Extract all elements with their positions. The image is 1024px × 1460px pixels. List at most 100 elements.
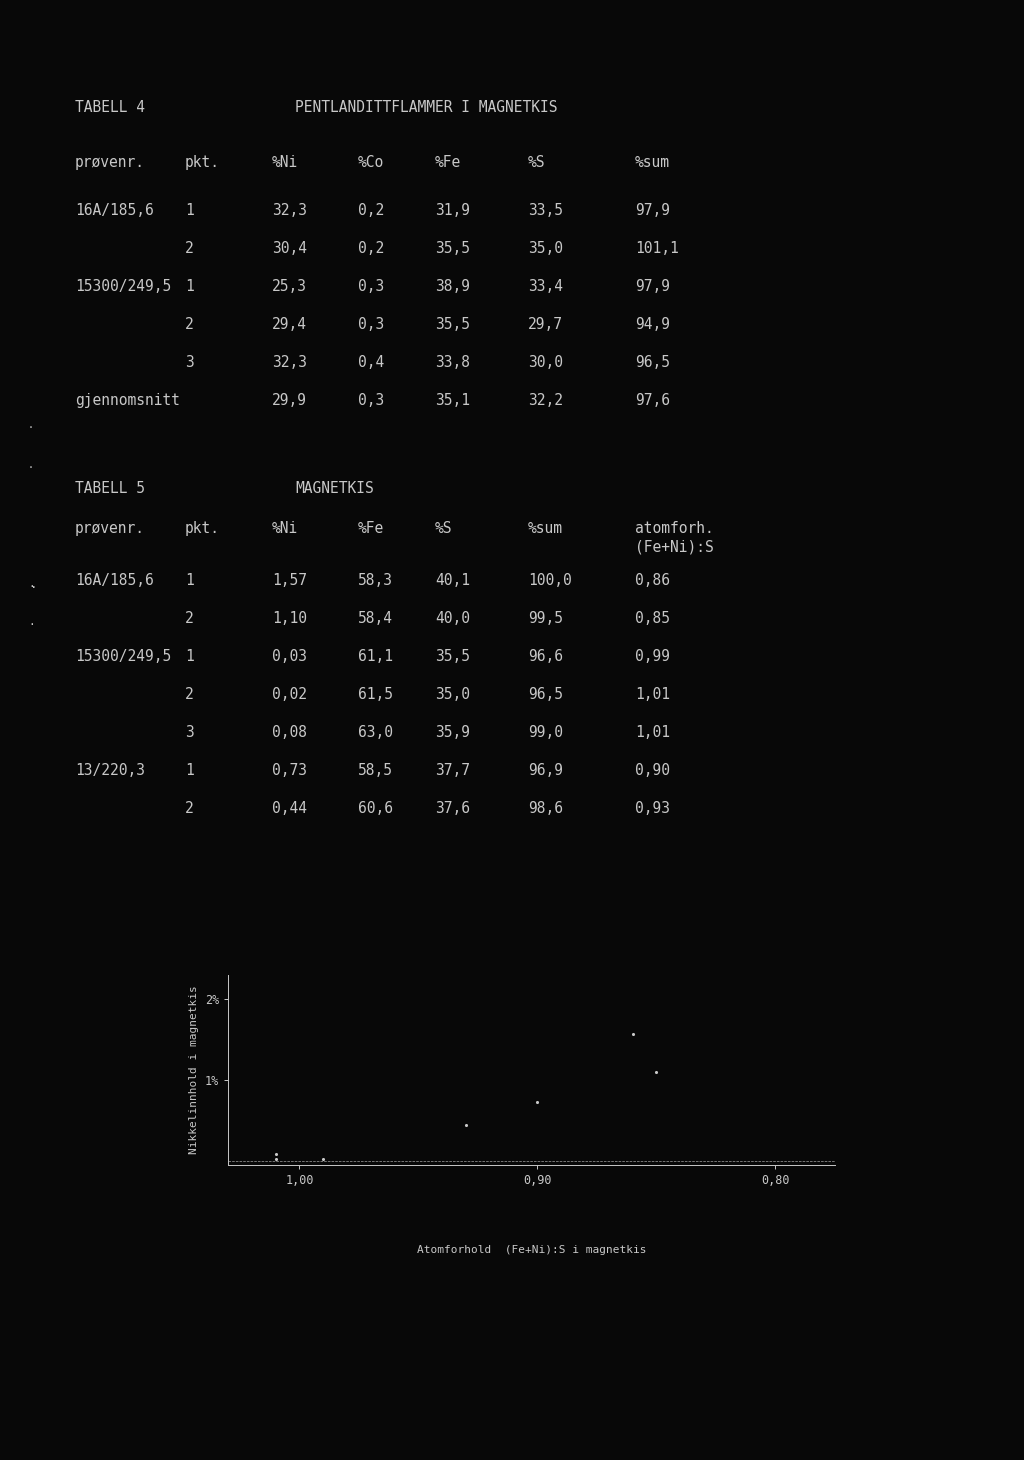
Text: 30,4: 30,4	[272, 241, 307, 255]
Text: 98,6: 98,6	[528, 802, 563, 816]
Text: 60,6: 60,6	[358, 802, 393, 816]
Text: 2: 2	[185, 610, 194, 626]
Text: 32,2: 32,2	[528, 393, 563, 407]
Text: 33,8: 33,8	[435, 355, 470, 369]
Text: 1: 1	[185, 650, 194, 664]
Text: 96,5: 96,5	[635, 355, 670, 369]
Text: 1: 1	[185, 203, 194, 218]
Text: 94,9: 94,9	[635, 317, 670, 331]
Text: %Ni: %Ni	[272, 521, 298, 536]
Point	[625, 1022, 641, 1045]
Text: 40,0: 40,0	[435, 610, 470, 626]
Text: 100,0: 100,0	[528, 572, 571, 588]
Text: 2: 2	[185, 241, 194, 255]
Text: %Ni: %Ni	[272, 155, 298, 169]
Text: 61,5: 61,5	[358, 688, 393, 702]
Text: %Fe: %Fe	[358, 521, 384, 536]
Text: .: .	[28, 460, 34, 470]
Text: 1,01: 1,01	[635, 726, 670, 740]
Text: 35,5: 35,5	[435, 650, 470, 664]
Text: %Co: %Co	[358, 155, 384, 169]
Point	[934, 1091, 950, 1114]
Text: 35,5: 35,5	[435, 317, 470, 331]
Text: 38,9: 38,9	[435, 279, 470, 293]
Text: 40,1: 40,1	[435, 572, 470, 588]
Text: 32,3: 32,3	[272, 203, 307, 218]
Text: %S: %S	[528, 155, 546, 169]
Text: 101,1: 101,1	[635, 241, 679, 255]
Point	[315, 1148, 332, 1171]
Text: 63,0: 63,0	[358, 726, 393, 740]
Text: 35,0: 35,0	[528, 241, 563, 255]
Text: prøvenr.: prøvenr.	[75, 155, 145, 169]
Text: (Fe+Ni):S: (Fe+Ni):S	[635, 539, 714, 553]
Text: 58,3: 58,3	[358, 572, 393, 588]
Text: 0,85: 0,85	[635, 610, 670, 626]
Text: MAGNETKIS: MAGNETKIS	[295, 480, 374, 496]
Text: 2: 2	[185, 688, 194, 702]
Text: 58,4: 58,4	[358, 610, 393, 626]
Text: TABELL 4: TABELL 4	[75, 99, 145, 115]
Text: 99,0: 99,0	[528, 726, 563, 740]
Text: 0,3: 0,3	[358, 393, 384, 407]
Text: .: .	[28, 580, 35, 588]
Text: 1,01: 1,01	[635, 688, 670, 702]
Text: 35,1: 35,1	[435, 393, 470, 407]
Text: 35,9: 35,9	[435, 726, 470, 740]
Text: 3: 3	[185, 726, 194, 740]
Text: %sum: %sum	[635, 155, 670, 169]
Text: 37,7: 37,7	[435, 764, 470, 778]
Text: PENTLANDITTFLAMMER I MAGNETKIS: PENTLANDITTFLAMMER I MAGNETKIS	[295, 99, 557, 115]
Point	[529, 1091, 546, 1114]
Point	[267, 1143, 284, 1167]
Text: .: .	[28, 618, 35, 626]
Text: 96,6: 96,6	[528, 650, 563, 664]
Text: ·: ·	[30, 581, 38, 594]
Point	[267, 1148, 284, 1171]
Text: 1,57: 1,57	[272, 572, 307, 588]
Y-axis label: Nikkelinnhold i magnetkis: Nikkelinnhold i magnetkis	[189, 986, 199, 1155]
Text: %Fe: %Fe	[435, 155, 461, 169]
Point	[458, 1114, 474, 1137]
Text: 0,03: 0,03	[272, 650, 307, 664]
Text: 0,90: 0,90	[635, 764, 670, 778]
Text: pkt.: pkt.	[185, 155, 220, 169]
Text: 3: 3	[185, 355, 194, 369]
Text: 1: 1	[185, 279, 194, 293]
Text: 0,3: 0,3	[358, 279, 384, 293]
Text: 29,7: 29,7	[528, 317, 563, 331]
Text: 15300/249,5: 15300/249,5	[75, 279, 171, 293]
Text: 96,5: 96,5	[528, 688, 563, 702]
Text: 61,1: 61,1	[358, 650, 393, 664]
Text: atomforh.: atomforh.	[635, 521, 714, 536]
Text: 1,10: 1,10	[272, 610, 307, 626]
Text: gjennomsnitt: gjennomsnitt	[75, 393, 180, 407]
Text: pkt.: pkt.	[185, 521, 220, 536]
Text: 35,0: 35,0	[435, 688, 470, 702]
Text: 0,99: 0,99	[635, 650, 670, 664]
Text: TABELL 5: TABELL 5	[75, 480, 145, 496]
Text: 15300/249,5: 15300/249,5	[75, 650, 171, 664]
Text: 0,08: 0,08	[272, 726, 307, 740]
Text: 0,44: 0,44	[272, 802, 307, 816]
Text: 25,3: 25,3	[272, 279, 307, 293]
Text: 0,2: 0,2	[358, 203, 384, 218]
Text: 0,2: 0,2	[358, 241, 384, 255]
Text: 96,9: 96,9	[528, 764, 563, 778]
Text: 58,5: 58,5	[358, 764, 393, 778]
Text: .: .	[28, 420, 34, 431]
Text: 2: 2	[185, 802, 194, 816]
Text: 0,3: 0,3	[358, 317, 384, 331]
Text: 97,9: 97,9	[635, 279, 670, 293]
Text: 99,5: 99,5	[528, 610, 563, 626]
Text: 97,6: 97,6	[635, 393, 670, 407]
Text: 0,86: 0,86	[635, 572, 670, 588]
Text: 0,93: 0,93	[635, 802, 670, 816]
Text: 1: 1	[185, 764, 194, 778]
Text: 33,5: 33,5	[528, 203, 563, 218]
Text: 16A/185,6: 16A/185,6	[75, 203, 154, 218]
Text: 0,4: 0,4	[358, 355, 384, 369]
Text: 29,9: 29,9	[272, 393, 307, 407]
Text: 30,0: 30,0	[528, 355, 563, 369]
Text: 2: 2	[185, 317, 194, 331]
